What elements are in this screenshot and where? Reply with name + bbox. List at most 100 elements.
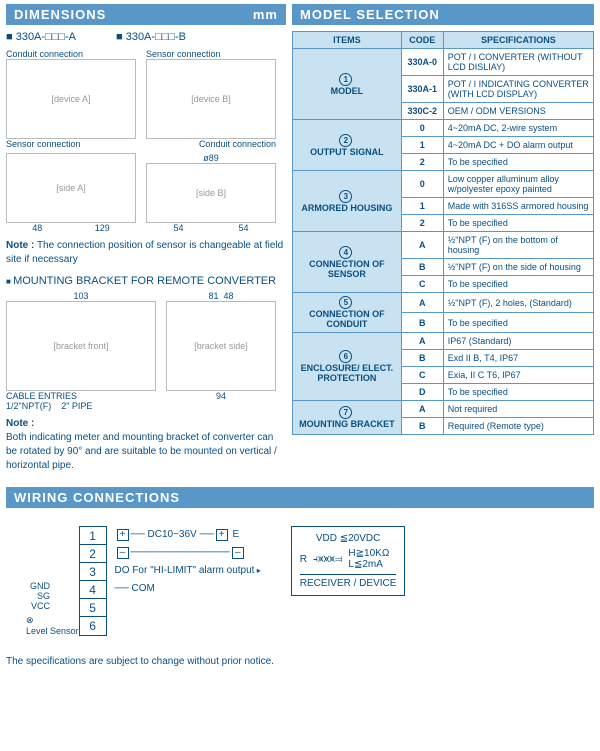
item-label: MOUNTING BRACKET — [299, 419, 395, 429]
spec-cell: Exia, II C T6, IP67 — [443, 367, 593, 384]
diagram-a-side: [side A] — [6, 153, 136, 223]
sensor-label-b: Sensor connection — [146, 49, 276, 59]
diagram-b-top: [device B] — [146, 59, 276, 139]
receiver-label: RECEIVER / DEVICE — [300, 574, 397, 589]
code-cell: 2 — [401, 154, 443, 171]
code-cell: D — [401, 384, 443, 401]
l-spec: L≦2mA — [348, 559, 389, 570]
sensor-label-a: Sensor connection — [6, 139, 136, 149]
terminal-1: 1 — [80, 527, 106, 545]
plus-2: + — [216, 529, 228, 541]
minus-2: – — [232, 547, 244, 559]
model-selection-section: MODEL SELECTION ITEMS CODE SPECIFICATION… — [292, 0, 600, 483]
code-cell: A — [401, 293, 443, 313]
model-selection-table: ITEMS CODE SPECIFICATIONS 1MODEL330A-0PO… — [292, 31, 594, 435]
note-label: Note : — [6, 240, 34, 251]
code-cell: 2 — [401, 215, 443, 232]
code-cell: B — [401, 259, 443, 276]
item-label: MODEL — [331, 86, 364, 96]
code-cell: 1 — [401, 198, 443, 215]
code-cell: 330A-0 — [401, 49, 443, 76]
vcc-label: VCC — [26, 601, 54, 611]
spec-cell: POT / I CONVERTER (WITHOUT LCD DISLIAY) — [443, 49, 593, 76]
spec-cell: To be specified — [443, 215, 593, 232]
code-cell: B — [401, 350, 443, 367]
item-number: 2 — [339, 134, 352, 147]
spec-cell: To be specified — [443, 154, 593, 171]
item-number: 6 — [339, 350, 352, 363]
pipe-label: 2" PIPE — [61, 401, 92, 411]
dimensions-header: DIMENSIONS mm — [6, 4, 286, 25]
item-cell: 3ARMORED HOUSING — [293, 171, 402, 232]
spec-cell: POT / I INDICATING CONVERTER (WITH LCD D… — [443, 76, 593, 103]
conduit-label-a: Conduit connection — [6, 49, 136, 59]
code-cell: B — [401, 418, 443, 435]
plus-1: + — [117, 529, 129, 541]
spec-cell: Not required — [443, 401, 593, 418]
code-cell: A — [401, 232, 443, 259]
col-specs: SPECIFICATIONS — [443, 32, 593, 49]
spec-cell: Low copper alluminum alloy w/polyester e… — [443, 171, 593, 198]
code-cell: 0 — [401, 120, 443, 137]
terminal-3: 3 — [80, 563, 106, 581]
wiring-diagram: GND SG VCC ⊗ Level Sensor 123456 +── DC1… — [6, 516, 594, 646]
e-label: E — [232, 529, 239, 540]
spec-cell: ½"NPT (F) on the bottom of housing — [443, 232, 593, 259]
item-label: CONNECTION OF SENSOR — [309, 259, 385, 279]
level-sensor-label: Level Sensor — [26, 626, 79, 636]
resistor-icon: ⫞⩙⩙⩙⫤ — [313, 554, 342, 565]
spec-cell: 4~20mA DC, 2-wire system — [443, 120, 593, 137]
code-cell: A — [401, 401, 443, 418]
dimensions-title: DIMENSIONS — [14, 7, 106, 22]
item-number: 1 — [339, 73, 352, 86]
item-label: ARMORED HOUSING — [301, 203, 392, 213]
dim-89: ø89 — [146, 153, 276, 163]
diagram-a-top: [device A] — [6, 59, 136, 139]
dim-54a: 54 — [238, 223, 248, 233]
col-code: CODE — [401, 32, 443, 49]
spec-cell: To be specified — [443, 313, 593, 333]
bracket-diagram-b: [bracket side] — [166, 301, 276, 391]
dim-103: 103 — [73, 291, 88, 301]
spec-cell: Required (Remote type) — [443, 418, 593, 435]
col-items: ITEMS — [293, 32, 402, 49]
note-text: The connection position of sensor is cha… — [6, 240, 283, 265]
item-number: 7 — [339, 406, 352, 419]
item-label: CONNECTION OF CONDUIT — [309, 309, 385, 329]
conduit-label-b: Conduit connection — [146, 139, 276, 149]
terminal-4: 4 — [80, 581, 106, 599]
receiver-box: VDD ≦20VDC R ⫞⩙⩙⩙⫤ H≧10KΩ L≦2mA RECEIVER… — [291, 526, 406, 596]
bracket-diagram-a: [bracket front] — [6, 301, 156, 391]
minus-1: – — [117, 547, 129, 559]
code-cell: A — [401, 333, 443, 350]
vdd-label: VDD ≦20VDC — [300, 533, 397, 544]
terminal-block: 123456 — [79, 526, 107, 636]
dim-48: 48 — [32, 223, 42, 233]
item-number: 5 — [339, 296, 352, 309]
gnd-label: GND — [26, 581, 54, 591]
table-row: 2OUTPUT SIGNAL04~20mA DC, 2-wire system — [293, 120, 594, 137]
diagram-b-side: [side B] — [146, 163, 276, 223]
level-sensor-icon: ⊗ — [26, 615, 34, 625]
bracket-note: Note : Both indicating meter and mountin… — [6, 417, 286, 473]
model-selection-title: MODEL SELECTION — [300, 7, 440, 22]
model-codes: 330A-□□□-A 330A-□□□-B — [6, 31, 286, 43]
do-label: DO For "HI-LIMIT" alarm output — [115, 565, 255, 576]
table-row: 1MODEL330A-0POT / I CONVERTER (WITHOUT L… — [293, 49, 594, 76]
com-label: COM — [132, 583, 155, 594]
item-number: 3 — [339, 190, 352, 203]
r-label: R — [300, 554, 307, 565]
code-cell: C — [401, 276, 443, 293]
item-cell: 6ENCLOSURE/ ELECT. PROTECTION — [293, 333, 402, 401]
spec-cell: 4~20mA DC + DO alarm output — [443, 137, 593, 154]
item-label: OUTPUT SIGNAL — [310, 147, 384, 157]
dimensions-section: DIMENSIONS mm 330A-□□□-A 330A-□□□-B Cond… — [0, 0, 292, 483]
dc-label: DC10~36V — [148, 529, 197, 540]
mounting-header: MOUNTING BRACKET FOR REMOTE CONVERTER — [6, 275, 286, 287]
bracket-note-label: Note : — [6, 418, 34, 429]
npt-label: 1/2"NPT(F) — [6, 401, 51, 411]
model-a: 330A-□□□-A — [6, 31, 76, 43]
table-row: 3ARMORED HOUSING0Low copper alluminum al… — [293, 171, 594, 198]
code-cell: C — [401, 367, 443, 384]
item-cell: 1MODEL — [293, 49, 402, 120]
